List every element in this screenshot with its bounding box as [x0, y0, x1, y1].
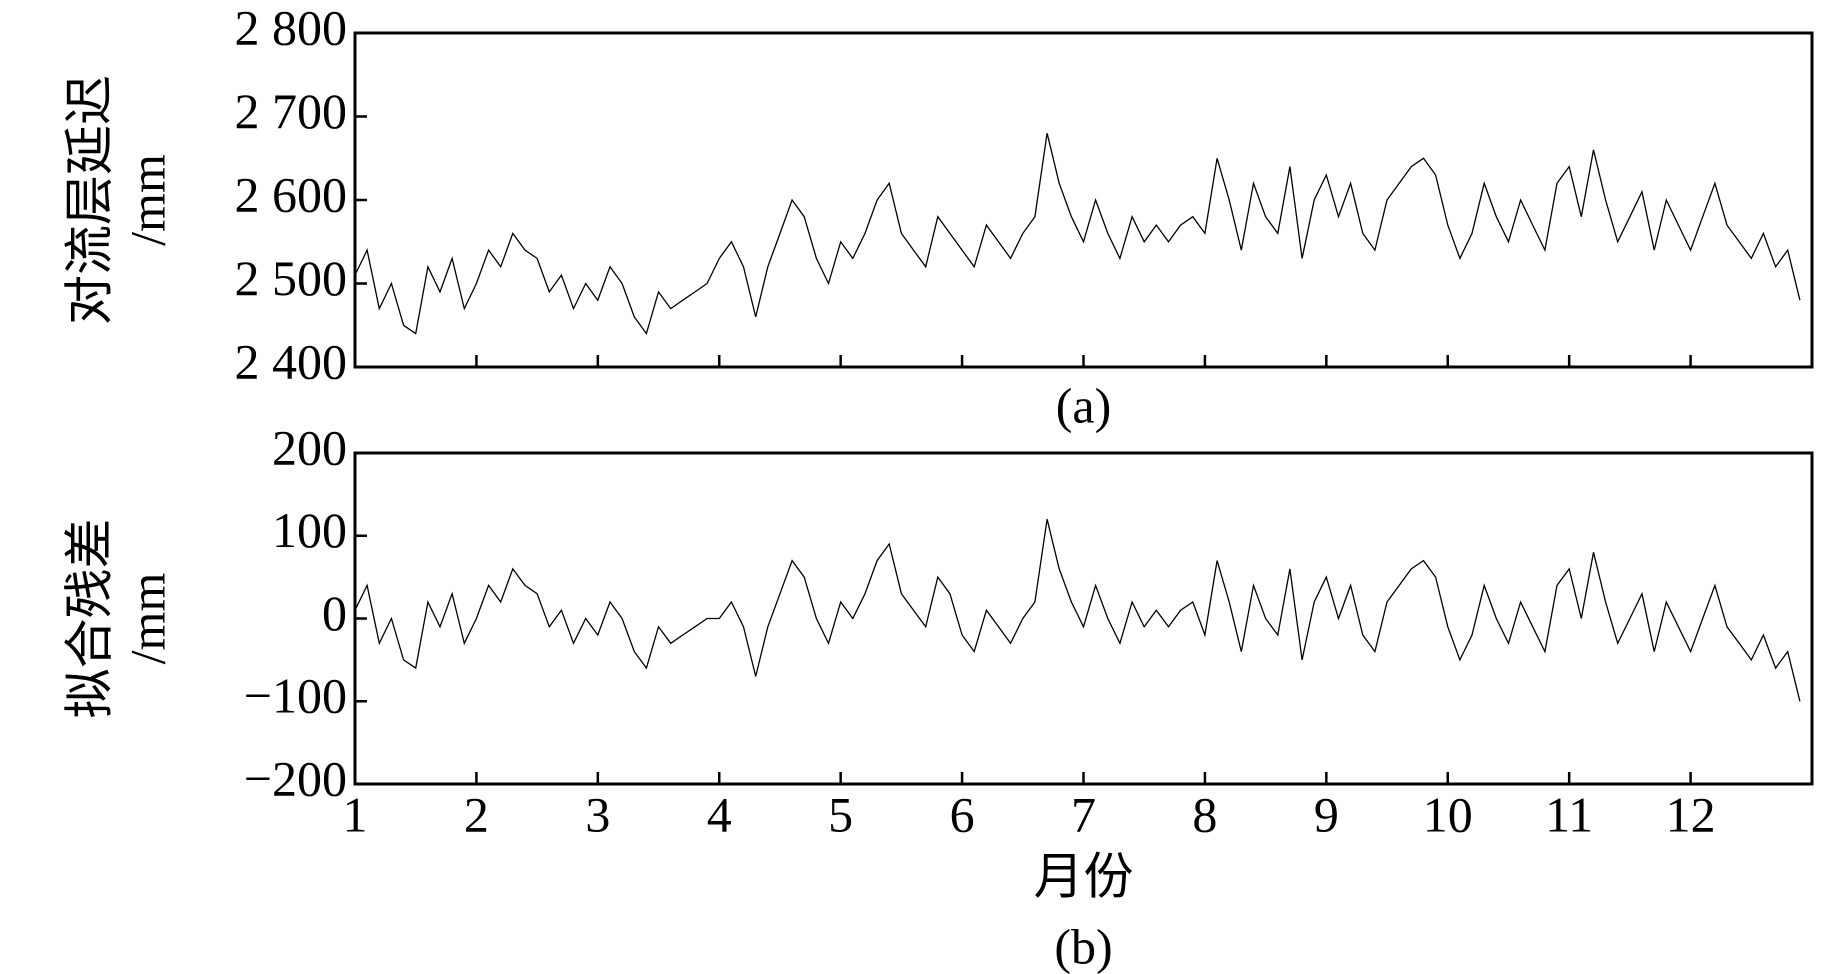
y-tick-label: 2 500 [235, 250, 348, 306]
panel-caption: (a) [1056, 377, 1112, 433]
x-tick-label: 5 [828, 786, 853, 842]
x-axis-label: 月份 [1034, 848, 1134, 904]
x-tick-label: 6 [950, 786, 975, 842]
panel-caption: (b) [1054, 918, 1112, 974]
x-tick-label: 8 [1192, 786, 1217, 842]
x-tick-label: 4 [707, 786, 732, 842]
y-tick-label: −200 [244, 750, 347, 806]
x-tick-label: 9 [1314, 786, 1339, 842]
x-tick-label: 10 [1423, 786, 1473, 842]
y-tick-label: 2 700 [235, 83, 348, 139]
y-tick-label: −100 [244, 668, 347, 724]
x-tick-label: 7 [1071, 786, 1096, 842]
plot-frame [353, 31, 1814, 369]
y-tick-label: 200 [272, 419, 347, 475]
data-line [354, 519, 1801, 702]
x-tick-label: 1 [343, 786, 368, 842]
x-tick-label: 3 [585, 786, 610, 842]
x-tick-label: 11 [1545, 786, 1593, 842]
y-tick-label: 100 [272, 502, 347, 558]
y-tick-label: 2 600 [235, 166, 348, 222]
x-tick-label: 2 [464, 786, 489, 842]
y-axis-label: /mm [119, 154, 175, 246]
y-axis-label: 对流层延迟 [61, 75, 117, 325]
y-tick-label: 2 800 [235, 0, 348, 55]
x-tick-label: 12 [1666, 786, 1716, 842]
y-axis-label: /mm [119, 573, 175, 665]
y-tick-label: 2 400 [235, 333, 348, 389]
y-tick-label: 0 [322, 585, 347, 641]
plot-frame [353, 451, 1814, 786]
data-line [354, 133, 1801, 336]
y-axis-label: 拟合残差 [61, 519, 117, 719]
